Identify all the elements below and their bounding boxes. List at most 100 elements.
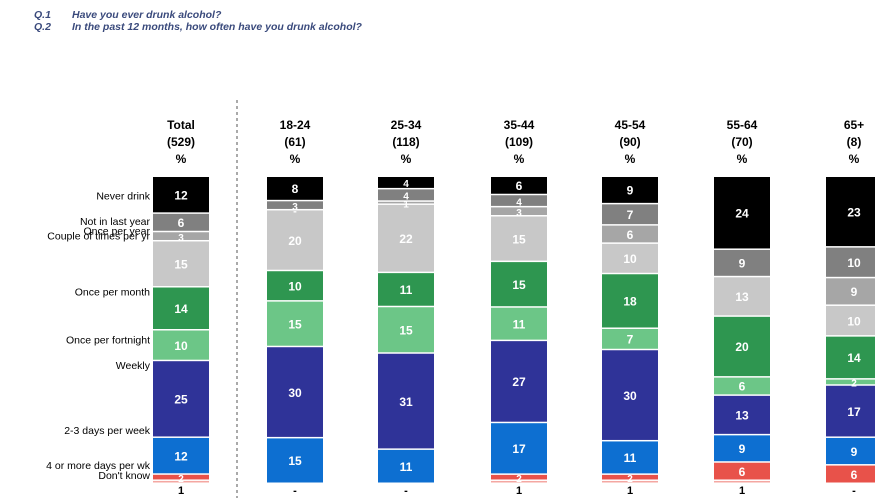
data-label: 22	[399, 232, 413, 246]
bar-segment	[153, 330, 209, 360]
bar-segment	[153, 232, 209, 240]
data-label: 9	[739, 257, 746, 271]
data-label: 3	[178, 233, 184, 244]
bar-segment	[602, 225, 658, 243]
bar-segment	[602, 441, 658, 474]
data-label: 12	[174, 188, 188, 202]
data-label: 14	[174, 302, 188, 316]
data-label: 7	[627, 333, 634, 347]
data-label: 17	[512, 442, 526, 456]
legend-label: Not in last year	[80, 216, 151, 228]
data-label: 10	[174, 339, 188, 353]
bar-segment	[602, 274, 658, 328]
column-header-1: 18-24	[280, 118, 311, 132]
data-label: 8	[292, 182, 299, 196]
data-label: 12	[174, 449, 188, 463]
bar-segment	[714, 177, 770, 249]
bar-segment	[153, 480, 209, 483]
bar-segment	[826, 379, 875, 385]
bar-segment	[378, 273, 434, 306]
column-header-0: Total	[167, 118, 195, 132]
bar-segment	[714, 395, 770, 434]
bar-segment	[153, 287, 209, 329]
question-2-number: Q.2	[34, 21, 51, 33]
column-unit-4: %	[625, 152, 636, 166]
data-label: 27	[512, 375, 526, 389]
bar-segment	[153, 361, 209, 437]
bar-segment	[267, 347, 323, 437]
bar-segment	[714, 480, 770, 483]
data-label: 6	[739, 465, 746, 479]
column-unit-2: %	[401, 152, 412, 166]
legend-label: Don't know	[98, 470, 150, 482]
data-label: 13	[735, 409, 749, 423]
bar-segment	[602, 328, 658, 349]
column-header-4: 45-54	[615, 118, 646, 132]
question-1-number: Q.1	[34, 9, 51, 21]
bar-segment	[267, 210, 323, 270]
data-label: 6	[178, 216, 185, 230]
legend-label: Once per fortnight	[66, 335, 150, 347]
data-label: 25	[174, 393, 188, 407]
data-label: 2	[627, 474, 633, 485]
data-label: -	[293, 205, 297, 217]
question-2: Q.2 In the past 12 months, how often have…	[34, 21, 362, 33]
data-label: 14	[847, 351, 861, 365]
data-label: 1	[178, 485, 184, 497]
data-label: 6	[851, 468, 858, 482]
data-label: 15	[174, 257, 188, 271]
bar-segment	[714, 462, 770, 480]
bar-segment	[714, 277, 770, 316]
legend-label: Never drink	[96, 190, 150, 202]
bar-segment	[491, 307, 547, 340]
bar-segment	[714, 435, 770, 462]
column-base-2: (118)	[392, 135, 419, 149]
bar-segment	[378, 353, 434, 449]
data-label: 18	[623, 295, 637, 309]
data-label: 6	[627, 228, 634, 242]
bar-segment	[826, 385, 875, 437]
data-label: 13	[735, 290, 749, 304]
column-base-0: (529)	[167, 135, 195, 149]
data-label: 2	[851, 379, 857, 390]
legend-label: Couple of times per yr	[47, 230, 150, 242]
bar-segment	[826, 305, 875, 336]
data-label: 4	[516, 197, 522, 208]
data-label: 4	[403, 192, 409, 203]
bar-segment	[267, 201, 323, 209]
data-label: 1	[403, 199, 409, 210]
data-label: 2	[516, 474, 522, 485]
data-label: 30	[623, 389, 637, 403]
bar-segment	[491, 423, 547, 474]
bar-segment	[491, 341, 547, 422]
bar-segment	[826, 177, 875, 247]
bar-segment	[826, 336, 875, 379]
column-header-6: 65+	[844, 118, 864, 132]
column-header-5: 55-64	[727, 118, 758, 132]
bar-segment	[602, 177, 658, 203]
data-label: 2	[178, 474, 184, 485]
bar-segment	[378, 307, 434, 353]
bar-segment	[826, 465, 875, 483]
data-label: 15	[512, 232, 526, 246]
column-unit-6: %	[849, 152, 860, 166]
bar-segment	[378, 177, 434, 188]
column-base-3: (109)	[505, 135, 533, 149]
bar-segment	[826, 437, 875, 465]
data-label: 31	[399, 395, 413, 409]
data-label: 9	[851, 285, 858, 299]
column-base-1: (61)	[284, 135, 305, 149]
data-label: 20	[288, 234, 302, 248]
data-label: 9	[851, 445, 858, 459]
bar-segment	[378, 201, 434, 204]
bar-segment	[491, 262, 547, 307]
bar-segment	[153, 213, 209, 231]
bar-segment	[491, 177, 547, 194]
data-label: 11	[513, 317, 526, 331]
bar-segment	[153, 241, 209, 287]
column-unit-1: %	[290, 152, 301, 166]
data-label: 15	[288, 454, 302, 468]
data-label: 11	[400, 460, 413, 474]
data-label: 3	[516, 208, 522, 219]
data-label: 7	[627, 208, 634, 222]
